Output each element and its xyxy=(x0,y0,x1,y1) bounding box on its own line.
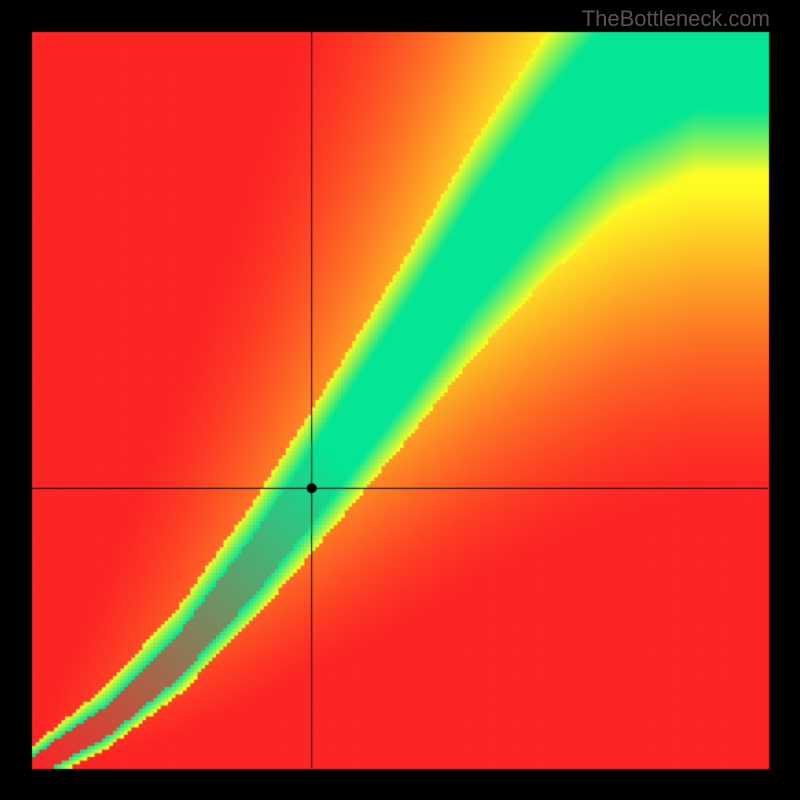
chart-container: TheBottleneck.com xyxy=(0,0,800,800)
bottleneck-heatmap xyxy=(0,0,800,800)
watermark-text: TheBottleneck.com xyxy=(582,6,770,32)
